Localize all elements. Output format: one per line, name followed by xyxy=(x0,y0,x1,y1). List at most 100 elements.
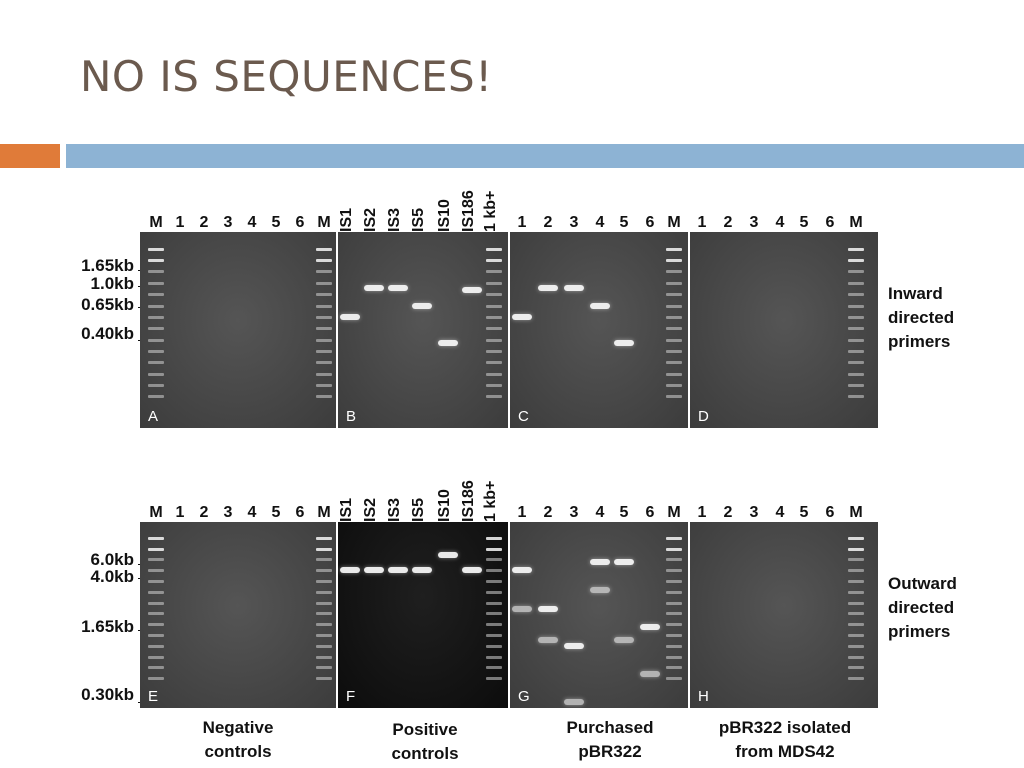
ladder-band xyxy=(316,569,332,573)
ladder-band xyxy=(148,569,164,573)
dna-band xyxy=(340,314,360,321)
ladder-band xyxy=(848,247,864,251)
ladder-band xyxy=(148,677,164,681)
ladder-band xyxy=(316,666,332,670)
dna-band xyxy=(614,559,634,566)
lane-label: 2 xyxy=(723,214,733,231)
side-label-line: Outward xyxy=(888,574,957,593)
lane-label: 2 xyxy=(199,214,209,231)
ladder-band xyxy=(666,644,682,648)
ladder-band xyxy=(666,304,682,308)
dna-band xyxy=(412,302,432,309)
ladder-band xyxy=(666,601,682,605)
size-marker-1-0kb: 1.0kb xyxy=(90,274,134,293)
lane-label: 3 xyxy=(223,504,233,521)
ladder-band xyxy=(316,372,332,376)
ladder-band xyxy=(666,558,682,562)
size-marker-0-65kb: 0.65kb xyxy=(81,295,134,314)
ladder-band xyxy=(848,580,864,584)
ladder-band xyxy=(666,338,682,342)
lane-label: M xyxy=(149,214,163,231)
lane-label: 1 xyxy=(697,504,707,521)
ladder-band xyxy=(848,590,864,594)
lane-label: 5 xyxy=(619,214,629,231)
gel-panel-f: F xyxy=(338,522,508,708)
ladder-band xyxy=(486,590,502,594)
ladder-band xyxy=(848,623,864,627)
lane-label: M xyxy=(667,504,681,521)
ladder-band xyxy=(148,327,164,331)
lane-label: 4 xyxy=(247,504,257,521)
size-marker-4-0kb: 4.0kb xyxy=(90,567,134,586)
lane-label: 1 xyxy=(517,214,527,231)
lane-label: 4 xyxy=(595,214,605,231)
ladder-band xyxy=(666,384,682,388)
ladder-band xyxy=(848,558,864,562)
panel-letter-b: B xyxy=(346,408,357,425)
ladder-band xyxy=(148,304,164,308)
lane-label: M xyxy=(849,214,863,231)
dna-band xyxy=(590,587,610,594)
lane-label: 1 xyxy=(175,504,185,521)
ladder-band xyxy=(848,601,864,605)
ladder-band xyxy=(148,612,164,616)
ladder-band xyxy=(486,270,502,274)
side-label-inward: Inward directed primers xyxy=(888,282,954,354)
dna-band xyxy=(364,566,384,573)
ladder-band xyxy=(486,623,502,627)
size-marker-1-65kb: 1.65kb xyxy=(81,256,134,275)
ladder-band xyxy=(848,372,864,376)
dna-band xyxy=(564,642,584,649)
ladder-band xyxy=(316,338,332,342)
ladder-band xyxy=(148,259,164,263)
accent-bar xyxy=(0,144,60,168)
ladder-band xyxy=(848,349,864,353)
ladder-band xyxy=(666,247,682,251)
panel-letter-g: G xyxy=(518,688,530,705)
dna-band xyxy=(564,284,584,291)
lane-label: IS1 xyxy=(338,497,355,522)
ladder-band xyxy=(486,547,502,551)
ladder-band xyxy=(486,281,502,285)
ladder-band xyxy=(148,372,164,376)
panel-letter-d: D xyxy=(698,408,709,425)
ladder-band xyxy=(148,270,164,274)
ladder-band xyxy=(666,293,682,297)
ladder-band xyxy=(316,601,332,605)
caption-line: pBR322 xyxy=(578,742,642,761)
side-label-outward: Outward directed primers xyxy=(888,572,957,644)
ladder-band xyxy=(666,547,682,551)
lane-label: 6 xyxy=(825,214,835,231)
panel-letter-c: C xyxy=(518,408,529,425)
ladder-band xyxy=(848,259,864,263)
ladder-band xyxy=(148,361,164,365)
lane-label: 1 xyxy=(517,504,527,521)
dna-band xyxy=(364,284,384,291)
lane-label: M xyxy=(849,504,863,521)
caption-line: Positive xyxy=(392,720,458,739)
ladder-band xyxy=(848,536,864,540)
dna-band xyxy=(590,559,610,566)
lane-label: 5 xyxy=(799,214,809,231)
lane-label: 1 kb+ xyxy=(482,480,499,522)
ladder-band xyxy=(316,361,332,365)
dna-band xyxy=(640,670,660,677)
ladder-band xyxy=(666,259,682,263)
lane-label: M xyxy=(317,214,331,231)
dna-band xyxy=(438,551,458,558)
ladder-band xyxy=(486,612,502,616)
ladder-band xyxy=(666,395,682,399)
lane-label: IS186 xyxy=(460,190,477,232)
lane-label: 5 xyxy=(271,214,281,231)
ladder-band xyxy=(316,558,332,562)
ladder-band xyxy=(666,372,682,376)
ladder-band xyxy=(316,612,332,616)
lane-label: IS5 xyxy=(410,497,427,522)
dna-band xyxy=(538,284,558,291)
lane-label: IS10 xyxy=(436,199,453,232)
dna-band xyxy=(564,698,584,705)
ladder-band xyxy=(316,315,332,319)
lane-label: IS1 xyxy=(338,207,355,232)
caption-purchased-pbr322: Purchased pBR322 xyxy=(540,716,680,764)
ladder-band xyxy=(486,666,502,670)
